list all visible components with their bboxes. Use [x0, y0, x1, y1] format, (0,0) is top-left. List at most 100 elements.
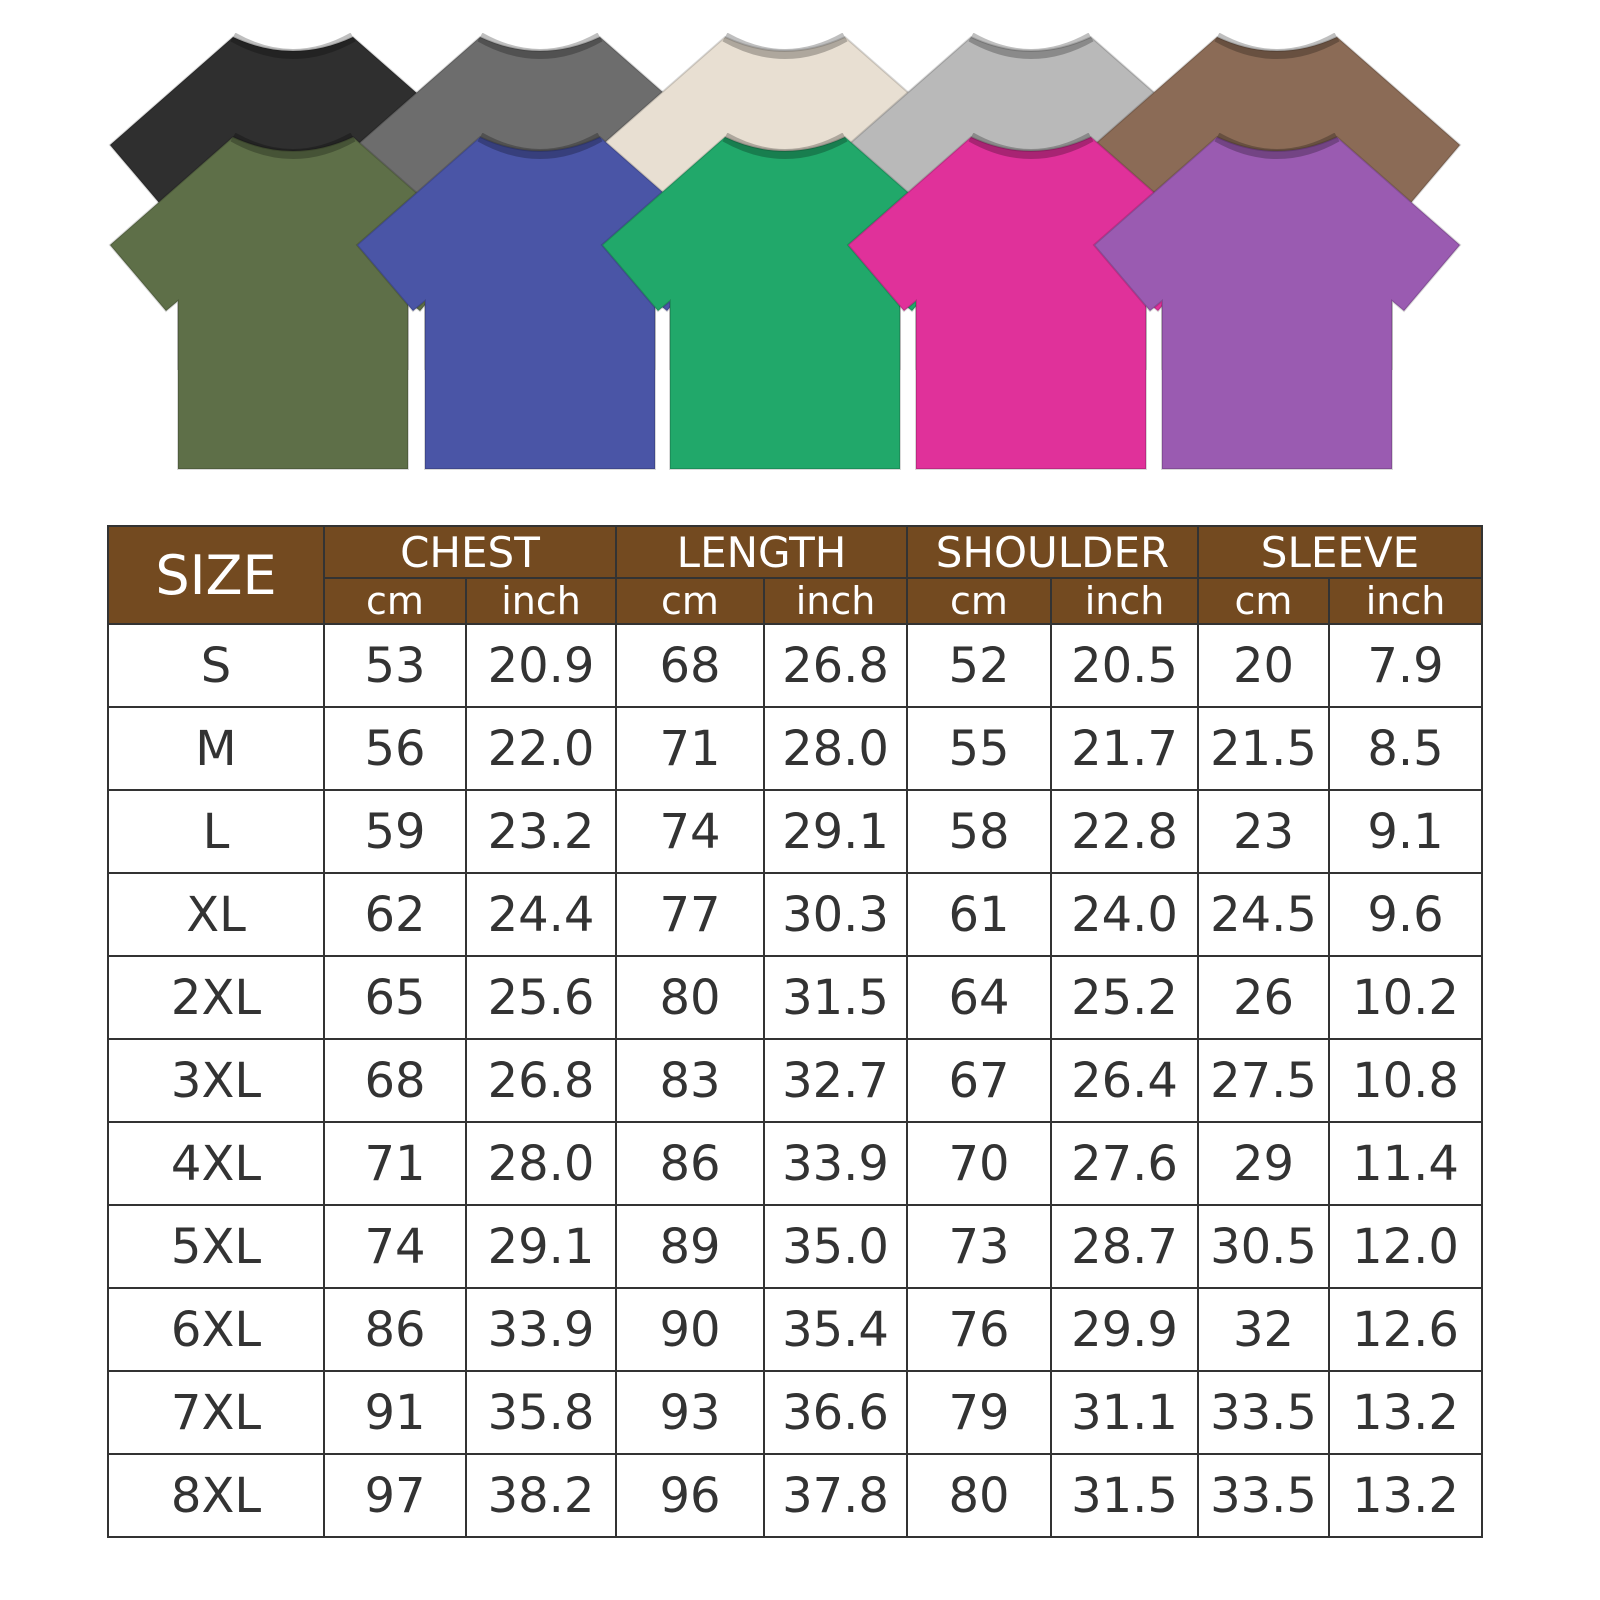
measurement-cell: 30.5 — [1197, 1204, 1330, 1289]
measurement-cell: 29.9 — [1050, 1287, 1199, 1372]
size-cell: S — [107, 623, 325, 708]
measurement-cell: 33.9 — [465, 1287, 617, 1372]
measurement-cell: 26.4 — [1050, 1038, 1199, 1123]
measurement-cell: 61 — [906, 872, 1052, 957]
size-cell: 8XL — [107, 1453, 325, 1538]
tshirt-olive — [108, 133, 478, 473]
measurement-cell: 20 — [1197, 623, 1330, 708]
measurement-cell: 7.9 — [1328, 623, 1483, 708]
measurement-cell: 28.0 — [763, 706, 908, 791]
measurement-cell: 33.5 — [1197, 1370, 1330, 1455]
table-row: 5XL 74 29.1 89 35.0 73 28.7 30.5 12.0 — [107, 1204, 1483, 1289]
measurement-cell: 35.8 — [465, 1370, 617, 1455]
measurement-cell: 23 — [1197, 789, 1330, 874]
unit-header-inch: inch — [1050, 577, 1199, 625]
measurement-cell: 33.5 — [1197, 1453, 1330, 1538]
size-cell: 6XL — [107, 1287, 325, 1372]
table-row: 8XL 97 38.2 96 37.8 80 31.5 33.5 13.2 — [107, 1453, 1483, 1538]
table-row: M 56 22.0 71 28.0 55 21.7 21.5 8.5 — [107, 706, 1483, 791]
unit-header-cm: cm — [906, 577, 1052, 625]
measurement-cell: 37.8 — [763, 1453, 908, 1538]
measurement-cell: 86 — [615, 1121, 765, 1206]
measurement-cell: 90 — [615, 1287, 765, 1372]
measurement-cell: 36.6 — [763, 1370, 908, 1455]
measurement-cell: 32.7 — [763, 1038, 908, 1123]
measurement-cell: 97 — [323, 1453, 467, 1538]
measurement-cell: 28.0 — [465, 1121, 617, 1206]
measurement-cell: 8.5 — [1328, 706, 1483, 791]
measurement-cell: 91 — [323, 1370, 467, 1455]
table-row: S 53 20.9 68 26.8 52 20.5 20 7.9 — [107, 623, 1483, 708]
measurement-cell: 28.7 — [1050, 1204, 1199, 1289]
measurement-cell: 22.0 — [465, 706, 617, 791]
measurement-cell: 33.9 — [763, 1121, 908, 1206]
measurement-cell: 9.1 — [1328, 789, 1483, 874]
measurement-cell: 53 — [323, 623, 467, 708]
measurement-cell: 13.2 — [1328, 1453, 1483, 1538]
measurement-cell: 71 — [323, 1121, 467, 1206]
unit-header-cm: cm — [323, 577, 467, 625]
measurement-cell: 29 — [1197, 1121, 1330, 1206]
measurement-cell: 25.6 — [465, 955, 617, 1040]
measurement-cell: 26 — [1197, 955, 1330, 1040]
tshirt-purple — [1092, 133, 1462, 473]
measurement-cell: 24.4 — [465, 872, 617, 957]
measurement-cell: 25.2 — [1050, 955, 1199, 1040]
measurement-cell: 71 — [615, 706, 765, 791]
table-row: 4XL 71 28.0 86 33.9 70 27.6 29 11.4 — [107, 1121, 1483, 1206]
measurement-cell: 96 — [615, 1453, 765, 1538]
tshirt-color-gallery — [0, 0, 1600, 500]
unit-header-cm: cm — [1197, 577, 1330, 625]
measurement-cell: 77 — [615, 872, 765, 957]
measurement-cell: 38.2 — [465, 1453, 617, 1538]
measurement-cell: 89 — [615, 1204, 765, 1289]
size-cell: L — [107, 789, 325, 874]
measurement-cell: 80 — [906, 1453, 1052, 1538]
measurement-cell: 26.8 — [763, 623, 908, 708]
measurement-cell: 23.2 — [465, 789, 617, 874]
measurement-cell: 11.4 — [1328, 1121, 1483, 1206]
measurement-cell: 10.2 — [1328, 955, 1483, 1040]
unit-header-inch: inch — [1328, 577, 1483, 625]
measurement-cell: 76 — [906, 1287, 1052, 1372]
measurement-cell: 22.8 — [1050, 789, 1199, 874]
table-row: 6XL 86 33.9 90 35.4 76 29.9 32 12.6 — [107, 1287, 1483, 1372]
measurement-cell: 55 — [906, 706, 1052, 791]
measurement-cell: 64 — [906, 955, 1052, 1040]
measurement-cell: 52 — [906, 623, 1052, 708]
table-row: 7XL 91 35.8 93 36.6 79 31.1 33.5 13.2 — [107, 1370, 1483, 1455]
shoulder-header: SHOULDER — [906, 525, 1199, 579]
measurement-cell: 24.5 — [1197, 872, 1330, 957]
size-cell: XL — [107, 872, 325, 957]
measurement-cell: 32 — [1197, 1287, 1330, 1372]
unit-header-inch: inch — [465, 577, 617, 625]
measurement-cell: 80 — [615, 955, 765, 1040]
measurement-cell: 13.2 — [1328, 1370, 1483, 1455]
table-row: L 59 23.2 74 29.1 58 22.8 23 9.1 — [107, 789, 1483, 874]
table-row: 3XL 68 26.8 83 32.7 67 26.4 27.5 10.8 — [107, 1038, 1483, 1123]
table-row: XL 62 24.4 77 30.3 61 24.0 24.5 9.6 — [107, 872, 1483, 957]
size-cell: M — [107, 706, 325, 791]
measurement-cell: 21.7 — [1050, 706, 1199, 791]
measurement-cell: 65 — [323, 955, 467, 1040]
measurement-cell: 62 — [323, 872, 467, 957]
measurement-cell: 12.0 — [1328, 1204, 1483, 1289]
measurement-cell: 74 — [323, 1204, 467, 1289]
measurement-cell: 31.5 — [1050, 1453, 1199, 1538]
measurement-cell: 68 — [323, 1038, 467, 1123]
measurement-cell: 56 — [323, 706, 467, 791]
measurement-cell: 35.0 — [763, 1204, 908, 1289]
measurement-cell: 26.8 — [465, 1038, 617, 1123]
measurement-cell: 35.4 — [763, 1287, 908, 1372]
size-header: SIZE — [107, 525, 325, 625]
measurement-cell: 9.6 — [1328, 872, 1483, 957]
table-row: 2XL 65 25.6 80 31.5 64 25.2 26 10.2 — [107, 955, 1483, 1040]
measurement-cell: 27.5 — [1197, 1038, 1330, 1123]
measurement-cell: 74 — [615, 789, 765, 874]
measurement-cell: 86 — [323, 1287, 467, 1372]
measurement-cell: 31.5 — [763, 955, 908, 1040]
size-cell: 7XL — [107, 1370, 325, 1455]
measurement-cell: 93 — [615, 1370, 765, 1455]
size-chart-table: SIZE CHEST LENGTH SHOULDER SLEEVE cm inch… — [107, 525, 1483, 1538]
chest-header: CHEST — [323, 525, 617, 579]
